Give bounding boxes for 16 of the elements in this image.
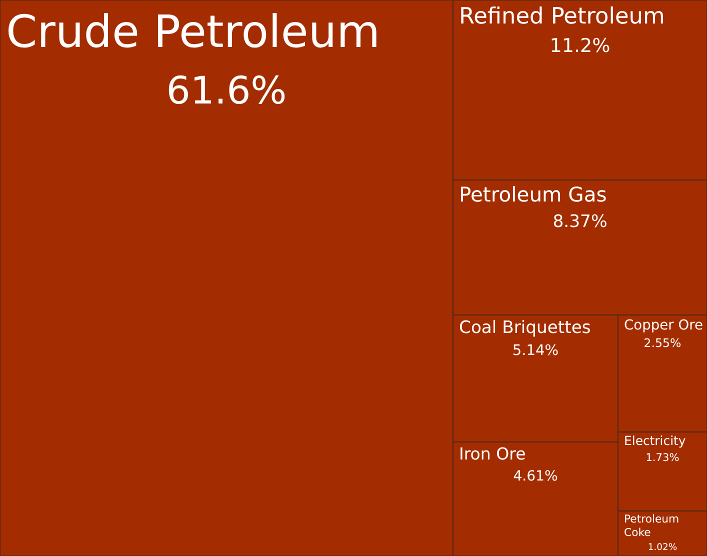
- data-label: 61.6%: [166, 68, 287, 113]
- data-label: 1.73%: [646, 452, 680, 464]
- data-label: 4.61%: [513, 468, 558, 484]
- category-label: Copper Ore: [624, 318, 704, 334]
- data-label: 5.14%: [512, 342, 559, 359]
- data-label: 8.37%: [552, 212, 608, 232]
- category-label: Refined Petroleum: [459, 4, 665, 30]
- data-label: 1.02%: [648, 542, 678, 553]
- category-label: Iron Ore: [459, 444, 526, 464]
- data-label: 11.2%: [550, 35, 610, 58]
- category-label: Electricity: [624, 433, 686, 448]
- data-label: 2.55%: [644, 336, 682, 350]
- category-label: Petroleum Gas: [459, 182, 607, 206]
- category-label: Coal Briquettes: [459, 318, 591, 338]
- category-label: Petroleum Coke: [624, 512, 680, 539]
- category-label: Crude Petroleum: [6, 6, 380, 58]
